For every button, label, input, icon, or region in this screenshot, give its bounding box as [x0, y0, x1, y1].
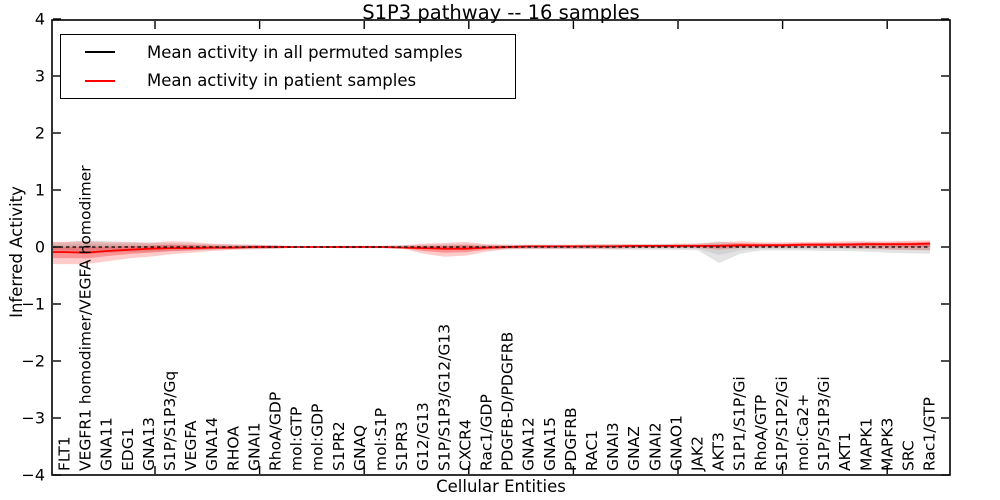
- y-tick-label: 0: [35, 238, 45, 257]
- x-tick-label: VEGFR1 homodimer/VEGFA homodimer: [77, 165, 95, 471]
- y-tick-label: 2: [35, 124, 45, 143]
- axes-frame: [51, 19, 951, 476]
- x-axis-label: Cellular Entities: [436, 477, 566, 496]
- x-tick-label: GNA12: [520, 417, 538, 471]
- y-tick-label: 1: [35, 181, 45, 200]
- x-tick-label: G12/G13: [414, 402, 432, 471]
- x-tick-label: Rac1/GTP: [921, 397, 939, 471]
- x-tick-label: mol:Ca2+: [794, 394, 812, 471]
- x-tick-label: MAPK1: [857, 418, 875, 471]
- x-tick-label: mol:GTP: [288, 407, 306, 471]
- y-tick-label: −1: [21, 295, 45, 314]
- x-tick-label: VEGFA: [182, 420, 200, 471]
- x-tick-label: PDGFB-D/PDGFRB: [499, 332, 517, 471]
- x-tick-label: AKT3: [710, 432, 728, 471]
- chart-title: S1P3 pathway -- 16 samples: [362, 1, 640, 24]
- x-tick-label: GNA15: [541, 417, 559, 471]
- x-tick-label: GNAZ: [625, 426, 643, 471]
- x-tick-label: MAPK3: [878, 418, 896, 471]
- x-tick-label: mol:S1P: [372, 408, 390, 471]
- x-tick-label: mol:GDP: [309, 404, 327, 471]
- y-tick-label: 3: [35, 67, 45, 86]
- x-tick-label: GNAI2: [646, 422, 664, 471]
- y-tick-label: −3: [21, 409, 45, 428]
- permuted-line-swatch: [85, 51, 115, 54]
- x-tick-label: CXCR4: [456, 419, 474, 471]
- x-tick-label: SRC: [900, 440, 918, 471]
- x-tick-label: RAC1: [583, 430, 601, 471]
- x-tick-label: PDGFRB: [562, 407, 580, 471]
- x-tick-label: GNA14: [203, 417, 221, 471]
- x-tick-label: S1P1/S1P/Gi: [731, 376, 749, 471]
- x-tick-label: S1P/S1P2/Gi: [773, 376, 791, 471]
- x-tick-label: JAK2: [689, 436, 707, 472]
- patient-mean-line: [53, 242, 931, 254]
- legend-label-patient: Mean activity in patient samples: [147, 71, 417, 91]
- legend-label-permuted: Mean activity in all permuted samples: [147, 42, 463, 62]
- y-tick-label: −2: [21, 352, 45, 371]
- x-tick-label: Rac1/GDP: [478, 394, 496, 471]
- x-tick-label: EDG1: [119, 427, 137, 471]
- y-tick-label: 4: [35, 10, 45, 29]
- x-tick-label: AKT1: [836, 432, 854, 471]
- x-tick-label: GNA13: [140, 417, 158, 471]
- x-tick-label: GNAI3: [604, 422, 622, 471]
- y-tick-label: −4: [21, 466, 45, 485]
- x-tick-label: RhoA/GDP: [267, 392, 285, 471]
- x-tick-label: RHOA: [224, 426, 242, 471]
- legend-item-permuted: Mean activity in all permuted samples: [61, 38, 515, 66]
- x-tick-label: S1PR3: [393, 421, 411, 471]
- legend-item-patient: Mean activity in patient samples: [61, 67, 515, 95]
- x-tick-label: S1PR2: [330, 421, 348, 471]
- x-tick-label: GNAQ: [351, 425, 369, 471]
- patient-line-swatch: [85, 79, 115, 82]
- x-tick-label: GNAI1: [245, 422, 263, 471]
- x-tick-label: GNA11: [98, 417, 116, 471]
- legend: Mean activity in all permuted samples Me…: [60, 34, 516, 99]
- x-tick-label: S1P/S1P3/G12/G13: [435, 324, 453, 471]
- x-tick-label: FLT1: [56, 436, 74, 471]
- x-tick-label: RhoA/GTP: [752, 395, 770, 471]
- x-tick-label: GNAO1: [667, 415, 685, 471]
- x-tick-label: S1P/S1P3/Gq: [161, 371, 179, 471]
- x-tick-label: S1P/S1P3/Gi: [815, 376, 833, 471]
